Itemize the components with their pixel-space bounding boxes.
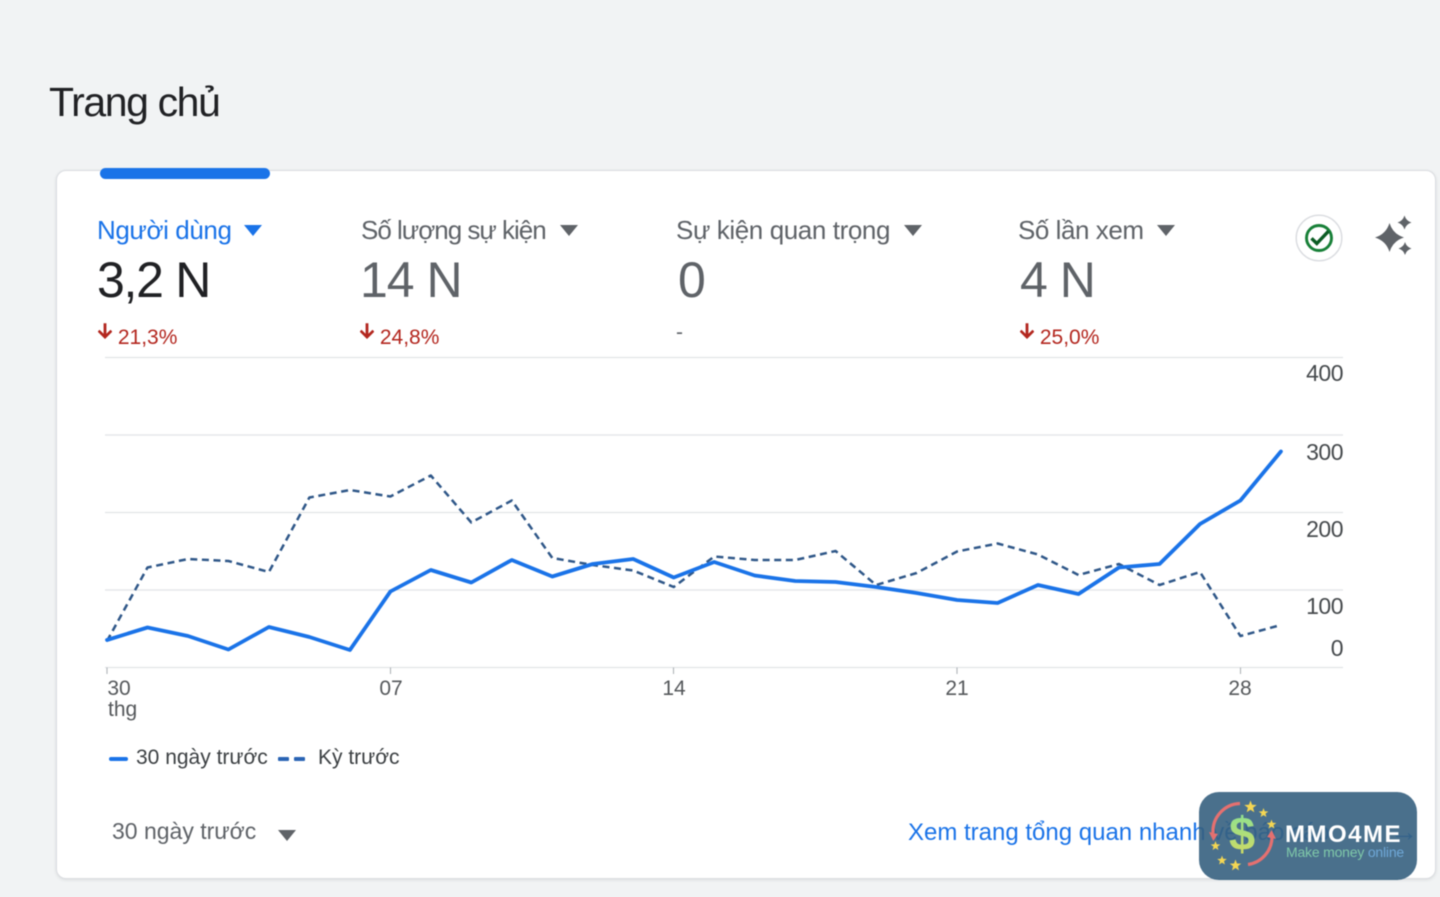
svg-text:$: $	[1229, 807, 1255, 860]
